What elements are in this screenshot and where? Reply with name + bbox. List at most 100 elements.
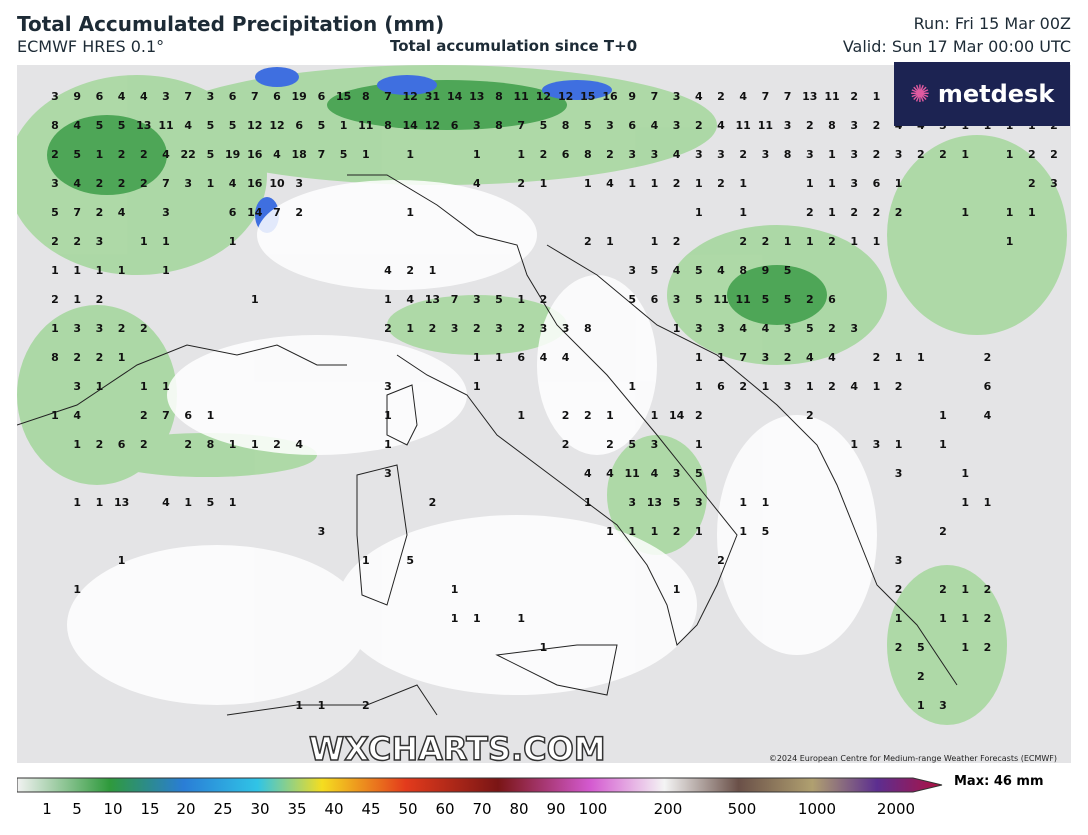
grid-value: 11 bbox=[736, 293, 751, 306]
grid-value: 8 bbox=[495, 119, 503, 132]
grid-value: 1 bbox=[584, 177, 592, 190]
grid-value: 6 bbox=[451, 119, 459, 132]
grid-value: 8 bbox=[51, 119, 59, 132]
grid-value: 7 bbox=[184, 90, 192, 103]
grid-value: 5 bbox=[229, 119, 237, 132]
grid-value: 1 bbox=[229, 235, 237, 248]
grid-value: 2 bbox=[96, 351, 104, 364]
grid-value: 3 bbox=[695, 322, 703, 335]
grid-value: 8 bbox=[828, 119, 836, 132]
grid-value: 14 bbox=[447, 90, 463, 103]
grid-value: 3 bbox=[295, 177, 303, 190]
grid-value: 7 bbox=[162, 177, 170, 190]
grid-value: 1 bbox=[406, 322, 414, 335]
grid-value: 2 bbox=[873, 206, 881, 219]
grid-value: 1 bbox=[961, 641, 969, 654]
grid-value: 1 bbox=[473, 612, 481, 625]
grid-value: 6 bbox=[873, 177, 881, 190]
grid-value: 1 bbox=[873, 235, 881, 248]
grid-value: 1 bbox=[584, 496, 592, 509]
grid-value: 6 bbox=[628, 119, 636, 132]
grid-value: 11 bbox=[625, 467, 640, 480]
grid-value: 3 bbox=[762, 351, 770, 364]
run-time: Run: Fri 15 Mar 00Z bbox=[913, 14, 1071, 33]
grid-value: 5 bbox=[540, 119, 548, 132]
colorbar-label: 10 bbox=[103, 800, 123, 818]
grid-value: 1 bbox=[961, 496, 969, 509]
grid-value: 2 bbox=[895, 206, 903, 219]
colorbar-label: 25 bbox=[213, 800, 233, 818]
grid-value: 3 bbox=[806, 148, 814, 161]
grid-value: 2 bbox=[1050, 148, 1058, 161]
grid-value: 1 bbox=[1006, 235, 1014, 248]
grid-value: 14 bbox=[247, 206, 263, 219]
grid-value: 2 bbox=[273, 438, 281, 451]
grid-value: 2 bbox=[939, 583, 947, 596]
grid-value: 1 bbox=[517, 409, 525, 422]
colorbar-label: 60 bbox=[435, 800, 455, 818]
grid-value: 1 bbox=[429, 264, 437, 277]
grid-value: 2 bbox=[984, 351, 992, 364]
grid-value: 6 bbox=[828, 293, 836, 306]
colorbar-label: 90 bbox=[546, 800, 566, 818]
grid-value: 1 bbox=[473, 380, 481, 393]
grid-value: 1 bbox=[828, 206, 836, 219]
grid-value: 6 bbox=[118, 438, 126, 451]
grid-value: 11 bbox=[824, 90, 839, 103]
grid-value: 5 bbox=[628, 438, 636, 451]
grid-value: 1 bbox=[895, 438, 903, 451]
grid-value: 2 bbox=[828, 380, 836, 393]
grid-value: 4 bbox=[695, 90, 703, 103]
grid-value: 3 bbox=[628, 496, 636, 509]
grid-value: 3 bbox=[850, 119, 858, 132]
grid-value: 1 bbox=[140, 235, 148, 248]
grid-value: 1 bbox=[606, 525, 614, 538]
grid-value: 1 bbox=[118, 351, 126, 364]
grid-value: 1 bbox=[917, 351, 925, 364]
grid-value: 2 bbox=[895, 641, 903, 654]
grid-value: 2 bbox=[695, 119, 703, 132]
grid-value: 3 bbox=[318, 525, 326, 538]
grid-value: 7 bbox=[739, 351, 747, 364]
grid-value: 19 bbox=[292, 90, 307, 103]
grid-value: 7 bbox=[784, 90, 792, 103]
grid-value: 1 bbox=[762, 496, 770, 509]
grid-value: 1 bbox=[628, 380, 636, 393]
colorbar-label: 5 bbox=[72, 800, 82, 818]
grid-value: 6 bbox=[318, 90, 326, 103]
grid-value: 1 bbox=[695, 438, 703, 451]
grid-value: 1 bbox=[384, 438, 392, 451]
grid-value: 4 bbox=[984, 409, 992, 422]
subtitle: Total accumulation since T+0 bbox=[390, 37, 638, 55]
grid-value: 4 bbox=[162, 496, 170, 509]
grid-value: 2 bbox=[1028, 148, 1036, 161]
grid-value: 5 bbox=[406, 554, 414, 567]
colorbar-label: 35 bbox=[287, 800, 307, 818]
grid-value: 2 bbox=[828, 235, 836, 248]
grid-value: 5 bbox=[651, 264, 659, 277]
grid-value: 1 bbox=[939, 612, 947, 625]
grid-value: 1 bbox=[850, 438, 858, 451]
grid-value: 3 bbox=[73, 380, 81, 393]
grid-value: 5 bbox=[695, 467, 703, 480]
grid-value: 1 bbox=[318, 699, 326, 712]
grid-value: 3 bbox=[673, 467, 681, 480]
grid-value: 1 bbox=[695, 177, 703, 190]
grid-value: 1 bbox=[961, 583, 969, 596]
watermark: WXCHARTS.COM bbox=[309, 730, 606, 763]
grid-value: 3 bbox=[695, 148, 703, 161]
grid-value: 5 bbox=[340, 148, 348, 161]
grid-value: 13 bbox=[647, 496, 662, 509]
grid-value: 3 bbox=[651, 438, 659, 451]
grid-value: 11 bbox=[713, 293, 728, 306]
grid-value: 3 bbox=[628, 264, 636, 277]
grid-value: 5 bbox=[96, 119, 104, 132]
grid-value: 5 bbox=[207, 148, 215, 161]
grid-value: 4 bbox=[73, 177, 81, 190]
grid-value: 2 bbox=[984, 583, 992, 596]
grid-value: 11 bbox=[158, 119, 173, 132]
colorbar-label: 200 bbox=[653, 800, 683, 818]
grid-value: 2 bbox=[762, 235, 770, 248]
grid-value: 4 bbox=[295, 438, 303, 451]
